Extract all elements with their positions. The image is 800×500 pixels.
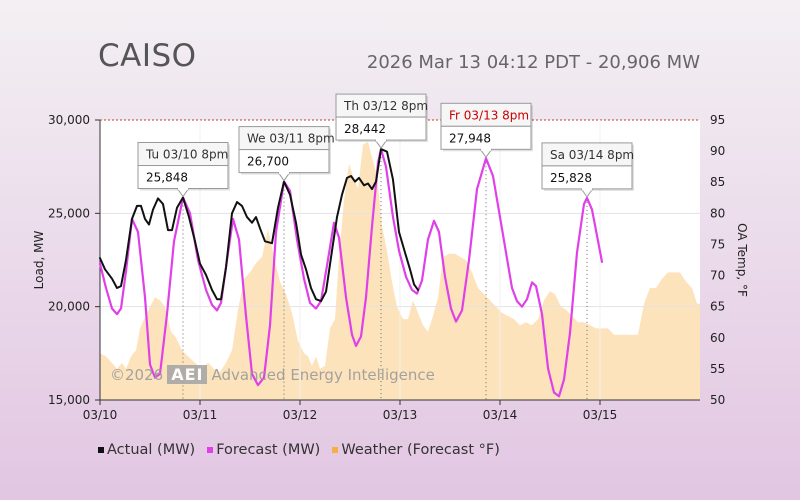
watermark: ©2026 AEI Advanced Energy Intelligence (110, 365, 435, 384)
callout-date-label: Th 03/12 8pm (343, 99, 428, 113)
x-tick-label: 03/10 (83, 408, 118, 422)
y2-tick-label: 80 (710, 206, 725, 220)
x-tick-label: 03/11 (183, 408, 218, 422)
chart-legend: Actual (MW) Forecast (MW) Weather (Forec… (98, 442, 500, 458)
callout-value-label: 27,948 (449, 131, 491, 145)
y2-tick-label: 70 (710, 269, 725, 283)
y-tick-label: 15,000 (48, 393, 90, 407)
annotation-callout[interactable]: Fr 03/13 8pm 27,948 (440, 102, 533, 159)
callout-value-label: 25,848 (146, 171, 188, 185)
y2-tick-label: 90 (710, 144, 725, 158)
annotation-callout[interactable]: Sa 03/14 8pm 25,828 (541, 142, 634, 198)
callout-pointer-joint (178, 187, 188, 191)
y2-tick-label: 50 (710, 393, 725, 407)
callout-pointer-joint (582, 187, 592, 191)
y2-tick-label: 85 (710, 175, 725, 189)
callout-value-label: 28,442 (344, 122, 386, 136)
callout-value-label: 26,700 (247, 155, 289, 169)
weather-area (100, 141, 700, 401)
legend-item-actual[interactable]: Actual (MW) (98, 442, 195, 458)
legend-item-forecast[interactable]: Forecast (MW) (207, 442, 320, 458)
y2-tick-label: 95 (710, 113, 725, 127)
watermark-text: Advanced Energy Intelligence (211, 365, 435, 384)
y2-tick-label: 60 (710, 331, 725, 345)
annotation-callout[interactable]: Tu 03/10 8pm 25,848 (137, 142, 230, 198)
legend-label-weather: Weather (Forecast °F) (341, 442, 500, 458)
legend-label-forecast: Forecast (MW) (216, 442, 321, 458)
callout-pointer-joint (376, 138, 386, 142)
y2-tick-label: 75 (710, 237, 725, 251)
x-tick-label: 03/14 (483, 408, 518, 422)
legend-swatch-actual-icon (98, 447, 104, 453)
legend-label-actual: Actual (MW) (107, 442, 196, 458)
annotation-callout[interactable]: Th 03/12 8pm 28,442 (335, 93, 428, 149)
callout-value-label: 25,828 (550, 171, 592, 185)
callout-date-label: Fr 03/13 8pm (449, 108, 529, 122)
callout-date-label: We 03/11 8pm (247, 132, 335, 146)
y-tick-label: 20,000 (48, 300, 90, 314)
annotation-callout[interactable]: We 03/11 8pm 26,700 (238, 126, 335, 182)
aei-logo-icon: AEI (167, 365, 208, 384)
callout-pointer-joint (481, 147, 491, 151)
callout-date-label: Tu 03/10 8pm (145, 148, 228, 162)
watermark-prefix: ©2026 (110, 365, 164, 384)
callout-date-label: Sa 03/14 8pm (550, 148, 634, 162)
legend-swatch-weather-icon (332, 447, 339, 453)
y2-axis-title: OA Temp, °F (735, 223, 749, 297)
actual-line[interactable] (99, 148, 419, 303)
y2-tick-label: 65 (710, 300, 725, 314)
x-tick-label: 03/12 (283, 408, 318, 422)
legend-item-weather[interactable]: Weather (Forecast °F) (332, 442, 500, 458)
x-tick-label: 03/13 (383, 408, 418, 422)
y2-tick-label: 55 (710, 362, 725, 376)
x-tick-label: 03/15 (583, 408, 618, 422)
legend-swatch-forecast-icon (207, 447, 214, 453)
callout-pointer-joint (279, 171, 289, 175)
page-title: CAISO (98, 38, 197, 74)
y-tick-label: 25,000 (48, 206, 90, 220)
y-axis-title: Load, MW (32, 231, 46, 290)
status-subtitle: 2026 Mar 13 04:12 PDT - 20,906 MW (366, 52, 700, 73)
y-tick-label: 30,000 (48, 113, 90, 127)
